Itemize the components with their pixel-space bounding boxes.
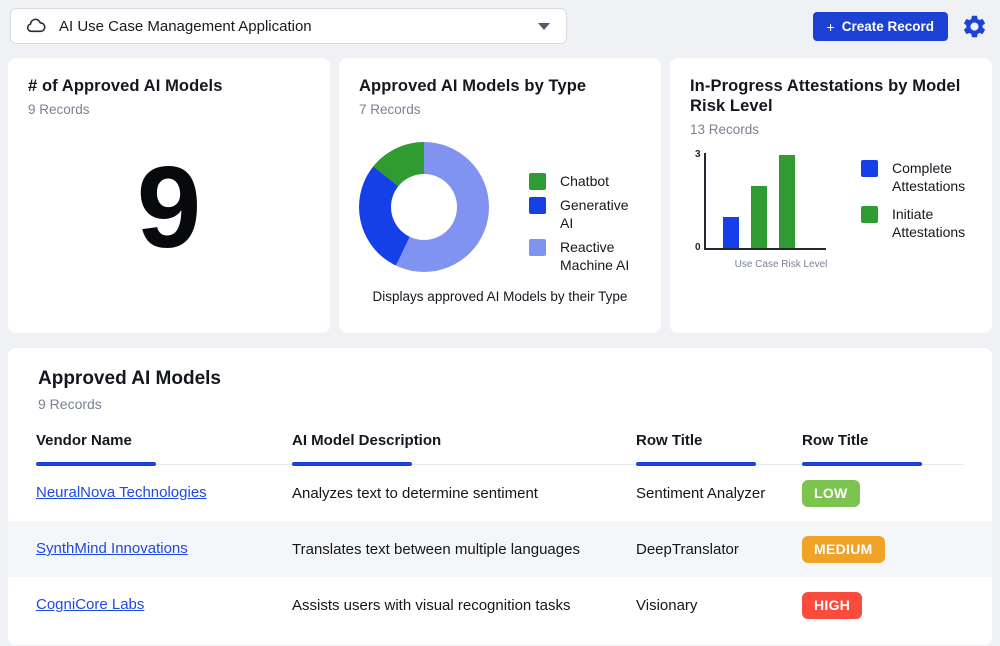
y-tick-min: 0 (695, 242, 701, 253)
table-row: SynthMind Innovations Translates text be… (8, 521, 992, 577)
big-count-wrap: 9 (28, 117, 310, 333)
table-row: NeuralNova Technologies Analyzes text to… (8, 465, 992, 521)
legend-swatch-reactive-machine-ai (529, 239, 546, 256)
risk-badge: HIGH (802, 592, 862, 619)
legend-item: Initiate Attestations (861, 205, 972, 241)
model-name-cell: Visionary (636, 597, 802, 614)
bar-chart: 3 0 (704, 153, 826, 250)
donut-chart-area: Chatbot Generative AI Reactive Machine A… (359, 142, 641, 274)
card-approved-count: # of Approved AI Models 9 Records 9 (8, 58, 330, 333)
bar-chart-area: 3 0 Use Case Risk Level Complete Attesta… (690, 153, 972, 270)
caret-down-icon (538, 23, 550, 30)
risk-badge: LOW (802, 480, 860, 507)
table-header: Vendor Name AI Model Description Row Tit… (36, 432, 964, 465)
app-selector[interactable]: AI Use Case Management Application (10, 8, 567, 44)
cloud-icon (25, 15, 47, 37)
model-description-cell: Assists users with visual recognition ta… (292, 597, 636, 614)
chart-caption: Displays approved AI Models by their Typ… (359, 289, 641, 304)
card-title: # of Approved AI Models (28, 76, 310, 96)
model-name-cell: DeepTranslator (636, 541, 802, 558)
donut-chart[interactable] (359, 142, 489, 272)
vendor-link[interactable]: CogniCore Labs (36, 596, 144, 613)
plus-icon: + (827, 19, 835, 35)
card-records: 13 Records (690, 122, 972, 137)
card-records: 7 Records (359, 102, 641, 117)
column-header-vendor-name[interactable]: Vendor Name (36, 432, 292, 464)
topbar: AI Use Case Management Application + Cre… (0, 0, 1000, 52)
models-table-panel: Approved AI Models 9 Records Vendor Name… (8, 348, 992, 645)
legend-item: Chatbot (529, 172, 641, 190)
bar-group (723, 155, 795, 248)
bar-initiate-attestations[interactable] (779, 155, 795, 248)
legend-label: Complete Attestations (892, 159, 972, 195)
vendor-link[interactable]: SynthMind Innovations (36, 540, 188, 557)
legend-swatch-complete-attestations (861, 160, 878, 177)
legend-item: Generative AI (529, 196, 641, 232)
legend-item: Complete Attestations (861, 159, 972, 195)
legend-label: Generative AI (560, 196, 641, 232)
vendor-link[interactable]: NeuralNova Technologies (36, 484, 207, 501)
column-header-ai-model-description[interactable]: AI Model Description (292, 432, 636, 464)
column-header-row-title-1[interactable]: Row Title (636, 432, 802, 464)
card-models-by-type: Approved AI Models by Type 7 Records Cha… (339, 58, 661, 333)
legend-label: Initiate Attestations (892, 205, 972, 241)
bar-complete-attestations[interactable] (723, 217, 739, 248)
table-title: Approved AI Models (38, 368, 964, 390)
x-axis-label: Use Case Risk Level (718, 259, 844, 270)
legend-swatch-generative-ai (529, 197, 546, 214)
donut-legend: Chatbot Generative AI Reactive Machine A… (529, 172, 641, 274)
cards-row: # of Approved AI Models 9 Records 9 Appr… (8, 58, 992, 333)
bar-legend: Complete Attestations Initiate Attestati… (861, 159, 972, 270)
bar-plot-wrap: 3 0 Use Case Risk Level (704, 153, 844, 270)
create-record-button[interactable]: + Create Record (813, 12, 948, 41)
settings-button[interactable] (961, 13, 988, 40)
big-count-value: 9 (137, 149, 202, 265)
legend-swatch-chatbot (529, 173, 546, 190)
card-attestations: In-Progress Attestations by Model Risk L… (670, 58, 992, 333)
table-records: 9 Records (38, 396, 964, 412)
legend-label: Chatbot (560, 172, 609, 190)
y-tick-max: 3 (695, 149, 701, 160)
legend-label: Reactive Machine AI (560, 238, 641, 274)
model-description-cell: Translates text between multiple languag… (292, 541, 636, 558)
card-records: 9 Records (28, 102, 310, 117)
card-title: In-Progress Attestations by Model Risk L… (690, 76, 972, 116)
table-row: CogniCore Labs Assists users with visual… (8, 577, 992, 633)
bar-initiate-attestations[interactable] (751, 186, 767, 248)
legend-swatch-initiate-attestations (861, 206, 878, 223)
card-title: Approved AI Models by Type (359, 76, 641, 96)
topbar-actions: + Create Record (813, 12, 988, 41)
risk-badge: MEDIUM (802, 536, 885, 563)
app-selector-label: AI Use Case Management Application (59, 18, 312, 35)
gear-icon (961, 28, 988, 43)
model-name-cell: Sentiment Analyzer (636, 485, 802, 502)
legend-item: Reactive Machine AI (529, 238, 641, 274)
column-header-row-title-2[interactable]: Row Title (802, 432, 964, 464)
create-record-label: Create Record (842, 19, 934, 34)
model-description-cell: Analyzes text to determine sentiment (292, 485, 636, 502)
